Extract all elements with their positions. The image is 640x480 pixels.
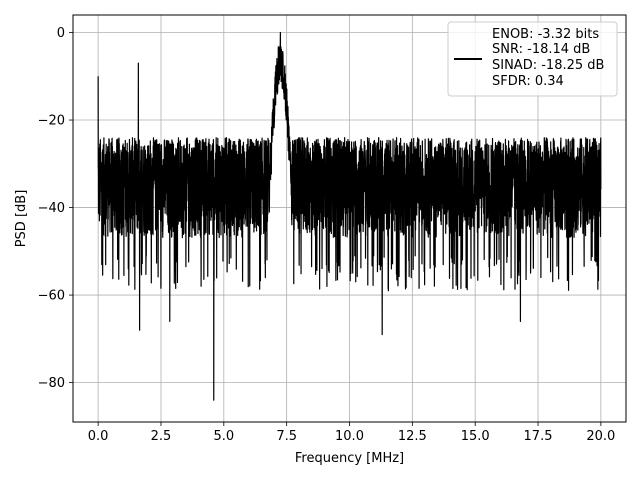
x-tick-label: 10.0 xyxy=(335,429,364,444)
psd-series-line xyxy=(97,31,602,401)
y-tick-label: −60 xyxy=(38,289,65,304)
x-tick-label: 7.5 xyxy=(276,429,297,444)
legend: ENOB: -3.32 bits SNR: -18.14 dB SINAD: -… xyxy=(447,21,618,97)
ticks: 0.0 2.5 5.0 7.5 10.0 12.5 15.0 17.5 20.0 0 −20 −40 −… xyxy=(38,26,616,444)
legend-enob: ENOB: -3.32 bits xyxy=(492,27,599,42)
legend-sfdr: SFDR: 0.34 xyxy=(492,74,564,89)
x-tick-label: 2.5 xyxy=(151,429,172,444)
series-layer xyxy=(97,31,602,401)
x-tick-label: 15.0 xyxy=(461,429,490,444)
y-axis-label: PSD [dB] xyxy=(14,190,29,248)
y-tick-label: −80 xyxy=(38,376,65,391)
legend-box xyxy=(447,21,618,97)
x-tick-label: 0.0 xyxy=(88,429,109,444)
legend-sinad: SINAD: -18.25 dB xyxy=(492,58,604,73)
x-tick-label: 20.0 xyxy=(586,429,615,444)
x-axis-label: Frequency [MHz] xyxy=(295,451,404,466)
y-tick-label: 0 xyxy=(57,26,65,41)
y-tick-label: −40 xyxy=(38,201,65,216)
x-tick-label: 5.0 xyxy=(213,429,234,444)
y-tick-label: −20 xyxy=(38,114,65,129)
legend-snr: SNR: -18.14 dB xyxy=(492,42,590,57)
x-tick-label: 17.5 xyxy=(524,429,553,444)
x-tick-label: 12.5 xyxy=(398,429,427,444)
